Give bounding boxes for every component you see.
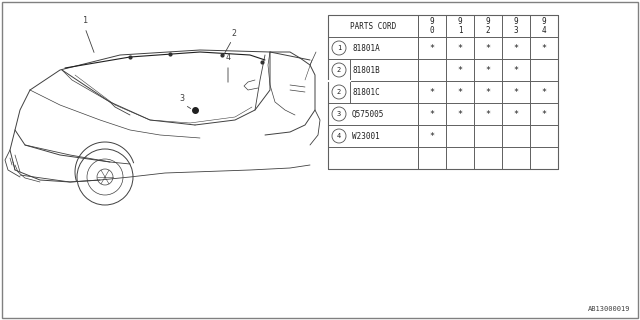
Text: 81801A: 81801A [352, 44, 380, 52]
Text: 2: 2 [337, 67, 341, 73]
Text: *: * [458, 66, 463, 75]
Text: *: * [513, 44, 518, 52]
Text: *: * [541, 87, 547, 97]
Text: *: * [486, 44, 490, 52]
Text: *: * [513, 87, 518, 97]
Text: AB13000019: AB13000019 [588, 306, 630, 312]
Text: 9
4: 9 4 [541, 17, 547, 35]
Text: *: * [486, 87, 490, 97]
Text: PARTS CORD: PARTS CORD [350, 21, 396, 30]
Text: *: * [429, 44, 435, 52]
Text: 1: 1 [83, 16, 88, 25]
Text: *: * [541, 109, 547, 118]
Text: 9
3: 9 3 [514, 17, 518, 35]
Text: 2: 2 [337, 89, 341, 95]
Text: 2: 2 [232, 29, 237, 38]
Bar [328, 15, 558, 169]
Text: 9
0: 9 0 [429, 17, 435, 35]
Text: *: * [513, 66, 518, 75]
Text: 3: 3 [179, 94, 184, 103]
Text: 81801B: 81801B [352, 66, 380, 75]
Text: W23001: W23001 [352, 132, 380, 140]
Text: *: * [429, 109, 435, 118]
Text: 9
2: 9 2 [486, 17, 490, 35]
Text: *: * [429, 87, 435, 97]
Text: Q575005: Q575005 [352, 109, 385, 118]
Text: 81801C: 81801C [352, 87, 380, 97]
Text: *: * [486, 109, 490, 118]
Text: *: * [486, 66, 490, 75]
Text: 9
1: 9 1 [458, 17, 462, 35]
Text: 3: 3 [337, 111, 341, 117]
Text: *: * [541, 44, 547, 52]
Text: 1: 1 [337, 45, 341, 51]
Text: *: * [429, 132, 435, 140]
Text: *: * [513, 109, 518, 118]
Text: *: * [458, 44, 463, 52]
Text: 4: 4 [225, 53, 230, 62]
Text: 4: 4 [337, 133, 341, 139]
Text: *: * [458, 109, 463, 118]
Text: *: * [458, 87, 463, 97]
